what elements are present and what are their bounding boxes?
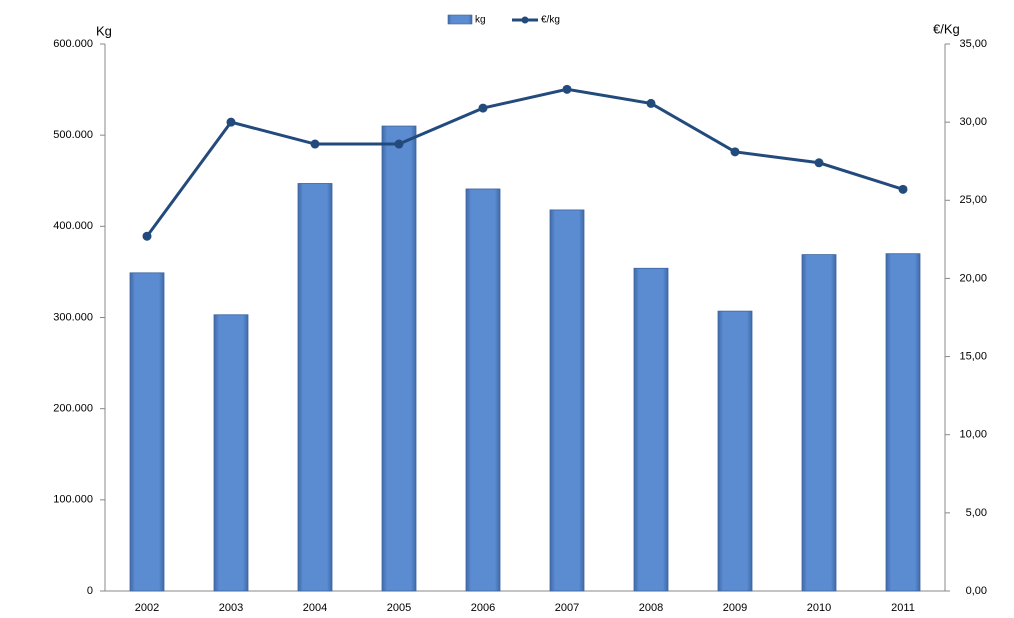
bar (297, 183, 333, 592)
line-marker (142, 231, 152, 241)
line-marker (226, 117, 236, 127)
x-tick-label: 2007 (555, 602, 579, 614)
x-tick-label: 2009 (723, 602, 747, 614)
line-marker (646, 98, 656, 108)
y2-axis-title: €/Kg (933, 21, 960, 36)
legend-label: kg (475, 15, 486, 26)
x-tick-label: 2005 (387, 602, 411, 614)
bar (717, 310, 753, 592)
bar (129, 272, 165, 592)
y2-tick-label: 30,00 (959, 116, 987, 128)
x-tick-label: 2008 (639, 602, 663, 614)
y2-tick-label: 5,00 (966, 507, 987, 519)
y-tick-label: 600.000 (53, 38, 93, 50)
line-marker (814, 158, 824, 168)
x-tick-label: 2011 (891, 602, 915, 614)
bar (633, 267, 669, 592)
line-marker (730, 147, 740, 157)
legend-marker (521, 16, 529, 24)
line-marker (898, 184, 908, 194)
bar (213, 314, 249, 592)
y-axis-title: Kg (96, 23, 112, 38)
y-tick-label: 300.000 (53, 311, 93, 323)
y2-tick-label: 35,00 (959, 38, 987, 50)
y2-tick-label: 0,00 (966, 585, 987, 597)
y-tick-label: 500.000 (53, 129, 93, 141)
bar (465, 188, 501, 592)
line-marker (478, 103, 488, 113)
bar (885, 253, 921, 592)
x-tick-label: 2002 (135, 602, 159, 614)
x-tick-label: 2006 (471, 602, 495, 614)
line-marker (394, 139, 404, 149)
line (145, 87, 904, 238)
y-tick-label: 0 (87, 585, 93, 597)
y2-tick-label: 15,00 (959, 350, 987, 362)
y-tick-label: 400.000 (53, 220, 93, 232)
x-tick-label: 2010 (807, 602, 831, 614)
y2-tick-label: 10,00 (959, 429, 987, 441)
bar (549, 209, 585, 592)
y-tick-label: 200.000 (53, 403, 93, 415)
bar (381, 125, 417, 592)
bar (801, 254, 837, 592)
x-tick-label: 2004 (303, 602, 327, 614)
x-tick-label: 2003 (219, 602, 243, 614)
legend-label: €/kg (541, 15, 560, 26)
y2-tick-label: 25,00 (959, 194, 987, 206)
legend-swatch (447, 14, 473, 25)
line-marker (310, 139, 320, 149)
y-tick-label: 100.000 (53, 494, 93, 506)
y2-tick-label: 20,00 (959, 272, 987, 284)
line-marker (562, 84, 572, 94)
